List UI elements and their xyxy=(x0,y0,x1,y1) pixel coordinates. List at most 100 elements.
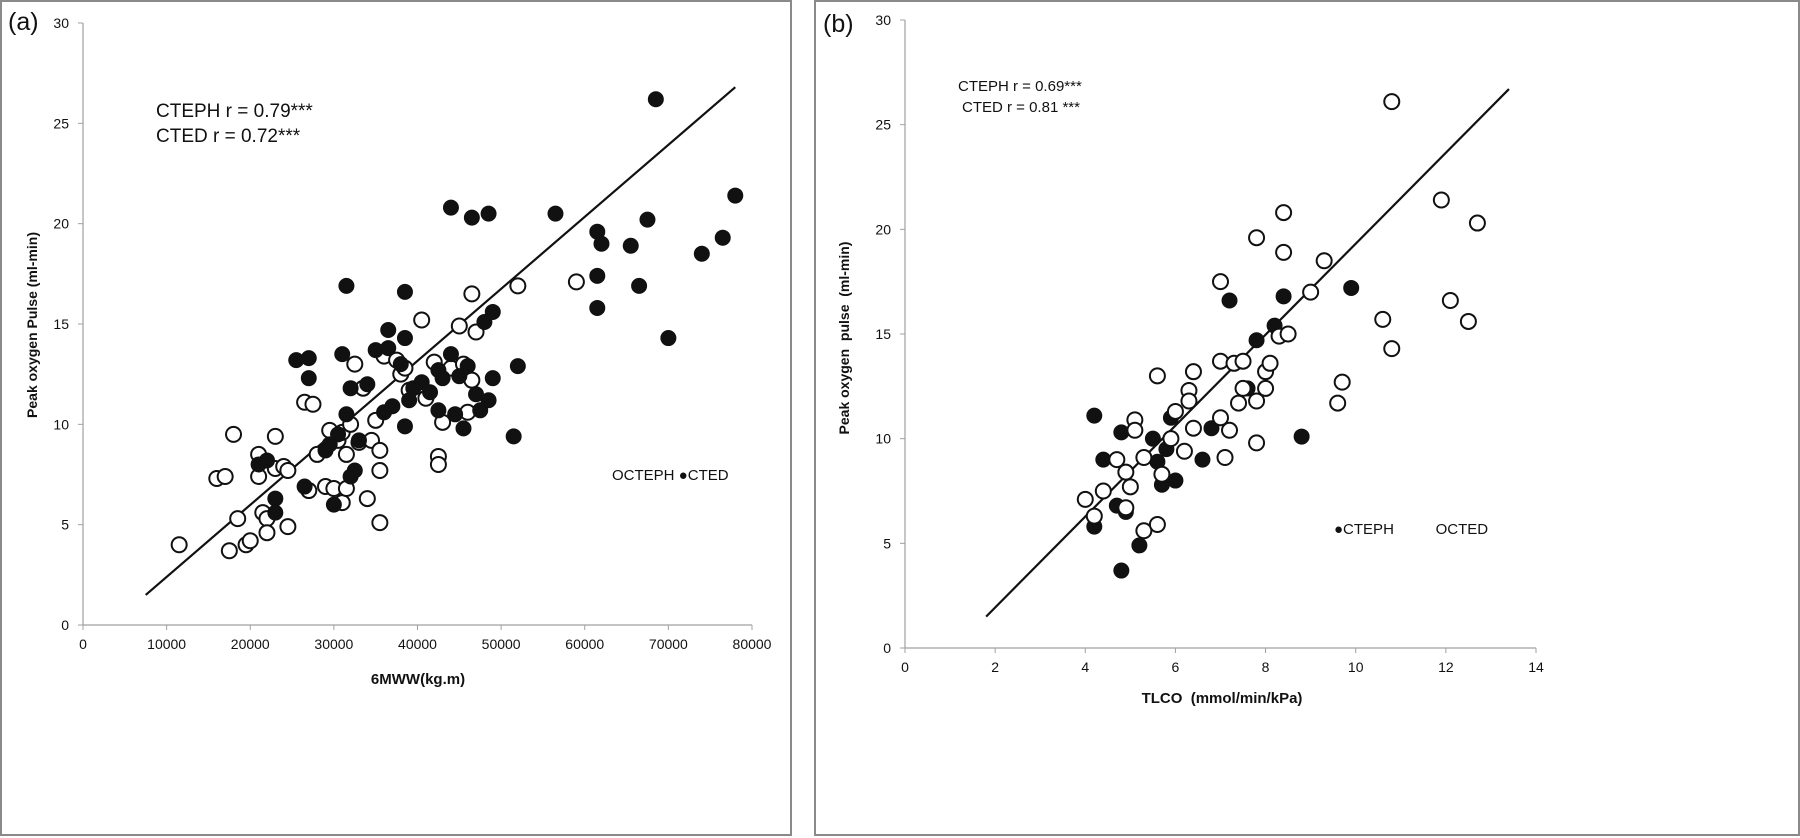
panel-a: (a) CTEPH r = 0.79*** CTED r = 0.72*** O… xyxy=(0,0,792,836)
panel-a-point-cted xyxy=(350,432,367,449)
panel-a-point-cted xyxy=(631,277,648,294)
panel-a-point-cteph xyxy=(216,468,234,486)
panel-b-point-cted xyxy=(1248,229,1266,247)
panel-b-point-cteph xyxy=(1167,472,1184,489)
panel-b-point-cted xyxy=(1135,449,1153,467)
panel-b-point-cted xyxy=(1153,465,1171,483)
panel-a-point-cteph xyxy=(279,461,297,479)
panel-a-point-cted xyxy=(505,428,522,445)
panel-a-point-cted xyxy=(380,322,397,339)
panel-a-point-cted xyxy=(338,277,355,294)
panel-a-point-cteph xyxy=(337,445,355,463)
panel-a-point-cted xyxy=(455,420,472,437)
panel-a-point-cted xyxy=(593,235,610,252)
panel-b-x-axis-label: TLCO (mmol/min/kPa) xyxy=(1142,690,1303,707)
panel-a-point-cteph xyxy=(279,518,297,536)
panel-b-x-tick-label: 6 xyxy=(1172,659,1180,675)
panel-a-point-cted xyxy=(300,370,317,387)
panel-a-point-cted xyxy=(480,205,497,222)
panel-a-point-cteph xyxy=(371,461,389,479)
panel-a-point-cted xyxy=(346,462,363,479)
panel-b-point-cteph xyxy=(1086,407,1103,424)
panel-a-x-tick-label: 40000 xyxy=(398,636,437,652)
panel-b-point-cted xyxy=(1076,490,1094,508)
panel-a-series-cted xyxy=(250,91,744,521)
panel-a-point-cted xyxy=(589,267,606,284)
panel-a-point-cteph xyxy=(509,277,527,295)
panel-a-point-cted xyxy=(396,283,413,300)
panel-a-point-cteph xyxy=(371,514,389,532)
panel-b-x-tick-label: 12 xyxy=(1438,659,1454,675)
panel-b-regression-line xyxy=(985,88,1510,618)
panel-a-legend: OCTEPH ●CTED xyxy=(612,467,729,484)
panel-a-annotation-2: CTED r = 0.72*** xyxy=(156,126,301,147)
panel-a-point-cted xyxy=(338,406,355,423)
panel-a-x-tick-label: 80000 xyxy=(733,636,772,652)
panel-b-point-cted xyxy=(1234,379,1252,397)
panel-b-point-cted xyxy=(1216,449,1234,467)
panel-b-point-cted xyxy=(1166,402,1184,420)
panel-a-x-tick-label: 0 xyxy=(79,636,87,652)
panel-a-point-cted xyxy=(442,199,459,216)
panel-a-point-cteph xyxy=(450,317,468,335)
panel-b-point-cted xyxy=(1248,392,1266,410)
panel-a-point-cted xyxy=(442,346,459,363)
panel-b-point-cted xyxy=(1230,394,1248,412)
panel-b-point-cted xyxy=(1248,434,1266,452)
panel-a-point-cted xyxy=(509,358,526,375)
panel-a-point-cted xyxy=(396,330,413,347)
panel-b-point-cted xyxy=(1315,252,1333,270)
panel-a-point-cted xyxy=(714,229,731,246)
panel-b-point-cted xyxy=(1383,93,1401,111)
panel-b-point-cted xyxy=(1212,273,1229,291)
panel-b-point-cted xyxy=(1108,451,1126,469)
panel-a-label: (a) xyxy=(8,8,39,36)
panel-b-plot: 0 2 4 6 8 10 12 14 0 5 10 15 20 25 30 xyxy=(875,12,1544,675)
panel-a-point-cteph xyxy=(463,285,481,303)
panel-b-point-cted xyxy=(1234,352,1252,370)
panel-b-point-cted xyxy=(1126,421,1144,439)
panel-a-x-tick-label: 20000 xyxy=(231,636,270,652)
panel-b-point-cted xyxy=(1275,243,1293,261)
panel-a-point-cted xyxy=(330,426,347,443)
panel-b-point-cted xyxy=(1459,312,1477,330)
panel-b-y-tick-label: 25 xyxy=(875,117,891,133)
panel-a-annotation-1: CTEPH r = 0.79*** xyxy=(156,101,313,122)
panel-a-point-cteph xyxy=(241,532,259,550)
panel-a-x-tick-label: 60000 xyxy=(565,636,604,652)
panel-b-frame xyxy=(814,0,1800,836)
panel-a-y-tick-label: 15 xyxy=(53,316,69,332)
panel-a-point-cted xyxy=(647,91,664,108)
panel-b-point-cted xyxy=(1441,292,1459,310)
panel-a-point-cteph xyxy=(346,355,364,373)
panel-a-y-tick-label: 30 xyxy=(53,15,69,31)
panel-b-x-tick-label: 2 xyxy=(991,659,999,675)
panel-b-point-cted xyxy=(1257,379,1275,397)
panel-b-point-cteph xyxy=(1194,451,1211,468)
panel-a-point-cted xyxy=(396,418,413,435)
panel-b: (b) CTEPH r = 0.69*** CTED r = 0.81 *** … xyxy=(814,0,1800,836)
panel-a-point-cteph xyxy=(371,441,389,459)
panel-a-x-axis-label: 6MWW(kg.m) xyxy=(371,671,465,688)
panel-a-y-tick-label: 20 xyxy=(53,216,69,232)
panel-b-point-cteph xyxy=(1144,430,1161,447)
panel-a-x-tick-label: 50000 xyxy=(482,636,521,652)
panel-b-point-cteph xyxy=(1113,562,1130,579)
panel-b-x-tick-label: 14 xyxy=(1528,659,1544,675)
panel-a-point-cteph xyxy=(266,427,284,445)
panel-a-point-cted xyxy=(622,237,639,254)
panel-a-point-cted xyxy=(430,402,447,419)
panel-a-point-cted xyxy=(547,205,564,222)
panel-b-point-cteph xyxy=(1113,424,1130,441)
panel-a-point-cted xyxy=(359,376,376,393)
panel-b-point-cteph xyxy=(1293,428,1310,445)
panel-a-point-cteph xyxy=(567,273,585,291)
panel-a-point-cted xyxy=(480,392,497,409)
panel-b-point-cted xyxy=(1212,409,1229,427)
panel-b-y-tick-label: 0 xyxy=(883,640,891,656)
panel-b-point-cteph xyxy=(1275,288,1292,305)
panel-b-y-tick-label: 10 xyxy=(875,431,891,447)
panel-a-point-cteph xyxy=(358,490,376,508)
panel-a-plot: 0 10000 20000 30000 40000 50000 60000 70000 8000… xyxy=(53,15,771,652)
